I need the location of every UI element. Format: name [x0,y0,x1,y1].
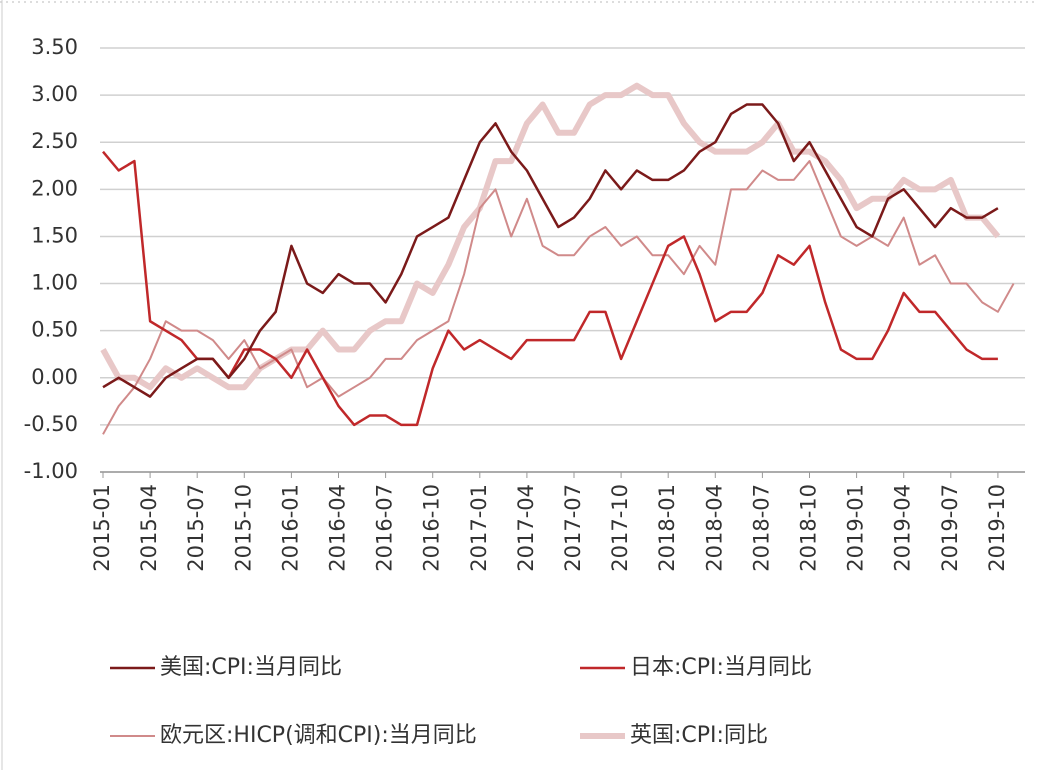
x-tick-label: 2016-04 [326,484,350,572]
x-tick-label: 2019-10 [985,484,1009,572]
x-tick-label: 2015-04 [137,484,161,572]
x-tick-label: 2017-04 [514,484,538,572]
x-tick-label: 2016-07 [373,484,397,572]
x-tick-label: 2015-10 [231,484,255,572]
x-tick-label: 2018-10 [797,484,821,572]
legend-label: 日本:CPI:当月同比 [630,655,812,680]
series-line [102,150,998,427]
x-tick-label: 2015-07 [184,484,208,572]
y-tick-label: 3.50 [31,35,78,59]
x-tick-label: 2018-07 [749,484,773,572]
x-tick-label: 2019-01 [844,484,868,572]
x-tick-label: 2016-01 [278,484,302,572]
y-tick-label: -1.00 [24,459,78,483]
y-tick-label: 0.50 [31,318,78,342]
legend-label: 英国:CPI:同比 [630,723,768,748]
y-tick-label: 2.50 [31,129,78,153]
x-tick-label: 2019-04 [891,484,915,572]
x-tick-label: 2017-10 [608,484,632,572]
series-line [102,103,999,398]
legend-label: 欧元区:HICP(调和CPI):当月同比 [160,723,477,748]
series-line [102,160,1015,435]
y-tick-label: 2.00 [31,176,78,200]
y-tick-label: 3.00 [31,82,78,106]
y-tick-label: 0.00 [31,365,78,389]
series-line [100,82,1001,391]
x-tick-label: 2017-07 [561,484,585,572]
x-tick-label: 2018-04 [702,484,726,572]
x-tick-label: 2016-10 [420,484,444,572]
y-tick-label: -0.50 [24,412,78,436]
x-tick-label: 2018-01 [655,484,679,572]
y-tick-label: 1.00 [31,271,78,295]
x-tick-label: 2019-07 [938,484,962,572]
y-tick-label: 1.50 [31,223,78,247]
legend-label: 美国:CPI:当月同比 [160,655,342,680]
x-tick-label: 2017-01 [467,484,491,572]
x-tick-label: 2015-01 [90,484,114,572]
